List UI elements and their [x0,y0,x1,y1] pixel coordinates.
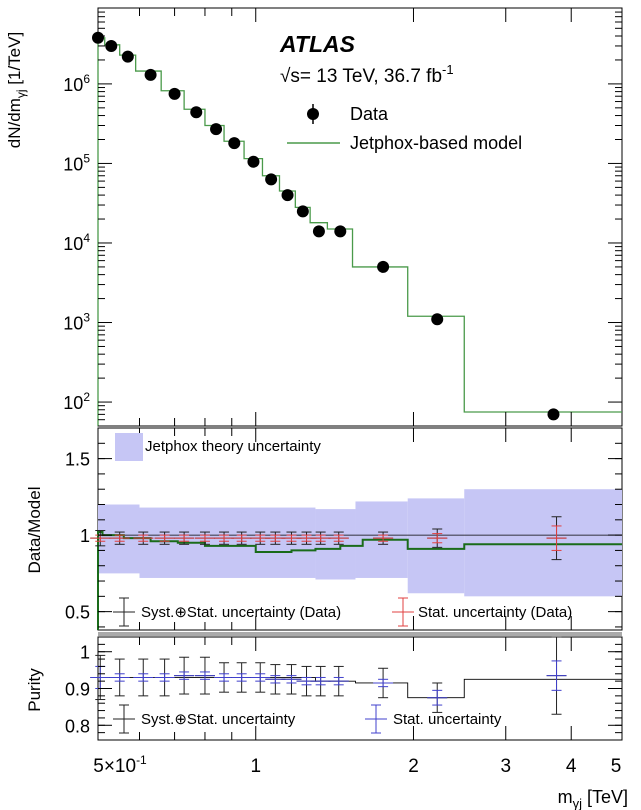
main-y-ticks: 102 103 104 105 106 [63,7,622,427]
ratio-stat-errorbar [109,534,130,542]
energy-lumi-label: √s= 13 TeV, 36.7 fb-1 [280,62,454,87]
main-ytick-label: 102 [63,390,90,413]
legend-purity-syst-label: Syst.⊕Stat. uncertainty [141,711,296,728]
main-ytick-label: 103 [63,311,90,334]
purity-stat-errorbar [90,665,111,689]
purity-stat-errorbar [194,671,215,680]
legend-ratio-stat-marker [392,597,414,627]
data-point [190,106,203,119]
main-ytick-label: 106 [63,72,90,95]
purity-stat-errorbar [154,673,175,682]
data-point [281,189,294,202]
purity-ylabel: Purity [25,668,44,712]
ratio-ytick-label: 1 [80,526,90,546]
main-ylabel: dN/dmγj [1/TeV] [5,32,28,148]
ratio-stat-errorbar [373,534,394,542]
legend-data-label: Data [350,104,389,124]
legend-purity-stat-marker [365,704,387,734]
theory-uncertainty-band [464,489,622,597]
panel-separator [98,632,622,636]
purity-stat-errorbar [373,678,394,688]
ratio-ytick-label: 1.5 [65,450,90,470]
legend-ratio-syst-marker [113,597,135,627]
x-tick-label: 5 [611,756,622,777]
ratio-ylabel: Data/Model [25,487,44,574]
data-point [92,31,104,44]
purity-y-ticks: 0.8 0.9 1 [65,643,622,736]
purity-ytick-label: 1 [80,643,90,663]
x-axis: 5×10-1 1 2 3 4 5 [93,753,621,777]
ratio-stat-errorbar [214,534,235,542]
ratio-plot [90,428,622,630]
data-point [431,313,444,326]
x-tick-label: 5×10-1 [93,753,147,777]
theory-uncertainty-band [407,498,465,594]
purity-stat-errorbar [281,675,302,684]
purity-plot [90,636,622,740]
data-point [168,87,181,100]
data-point [144,68,157,81]
purity-ytick-label: 0.8 [65,716,90,736]
main-panel: dN/dmγj [1/TeV] ATLAS √s= 13 TeV, 36.7 f… [5,7,623,427]
legend-band-swatch [115,433,143,461]
legend-band-label: Jetphox theory uncertainty [145,438,321,455]
ratio-stat-errorbar [546,525,567,551]
purity-stat-errorbar [214,673,235,682]
ratio-ytick-label: 0.5 [65,603,90,623]
ratio-stat-errorbar [265,534,286,542]
x-axis-label: mγj [TeV] [558,787,628,810]
legend-model-label: Jetphox-based model [350,133,522,153]
legend-purity-syst-marker [113,704,135,734]
purity-step-line [98,677,622,699]
ratio-panel: Data/Model 0.5 1 1.5 Jetphox theory uncert… [25,427,623,631]
x-tick-label: 4 [566,756,577,777]
data-point [105,39,118,52]
data-point [210,123,223,136]
data-point [247,155,260,168]
data-point [547,408,560,421]
purity-stat-errorbar [109,673,130,682]
purity-stat-errorbar [328,676,349,686]
model-ratio-line [97,531,622,630]
purity-stat-errorbar [231,673,252,682]
main-ytick-label: 105 [63,151,90,174]
data-point [334,225,347,238]
purity-stat-errorbar [133,673,154,682]
ratio-stat-errorbar [427,533,448,544]
legend-ratio-syst-label: Syst.⊕Stat. uncertainty (Data) [141,604,341,621]
ratio-stat-errorbar [310,534,331,542]
data-point [121,50,134,63]
ratio-stat-errorbar [174,534,195,542]
ratio-stat-errorbar [133,534,154,542]
purity-stat-errorbar [546,660,567,691]
main-plot [92,8,622,426]
purity-stat-errorbar [427,689,448,706]
theory-uncertainty-band [139,507,316,578]
atlas-label: ATLAS [279,31,356,57]
data-point [312,225,325,238]
x-tick-label: 2 [408,756,419,777]
ratio-stat-errorbar [328,534,349,542]
data-point [228,137,241,150]
purity-stat-errorbar [310,676,331,686]
data-point [265,173,278,186]
ratio-stat-errorbar [231,534,252,542]
ratio-stat-errorbar [154,534,175,542]
x-tick-label: 1 [250,756,261,777]
ratio-stat-errorbar [194,534,215,542]
purity-stat-errorbar [174,671,195,680]
data-point [296,205,309,218]
main-ytick-label: 104 [63,231,90,254]
purity-panel: Purity 0.8 0.9 1 Syst.⊕Stat. uncertainty S… [25,636,623,741]
ratio-y-ticks: 0.5 1 1.5 [65,442,622,628]
purity-ytick-label: 0.9 [65,680,90,700]
data-point [377,260,390,273]
legend-purity-stat-label: Stat. uncertainty [393,711,502,728]
legend-ratio-stat-label: Stat. uncertainty (Data) [418,604,572,621]
ratio-stat-errorbar [296,534,317,542]
purity-stat-errorbar [250,673,271,682]
x-tick-label: 3 [500,756,511,777]
